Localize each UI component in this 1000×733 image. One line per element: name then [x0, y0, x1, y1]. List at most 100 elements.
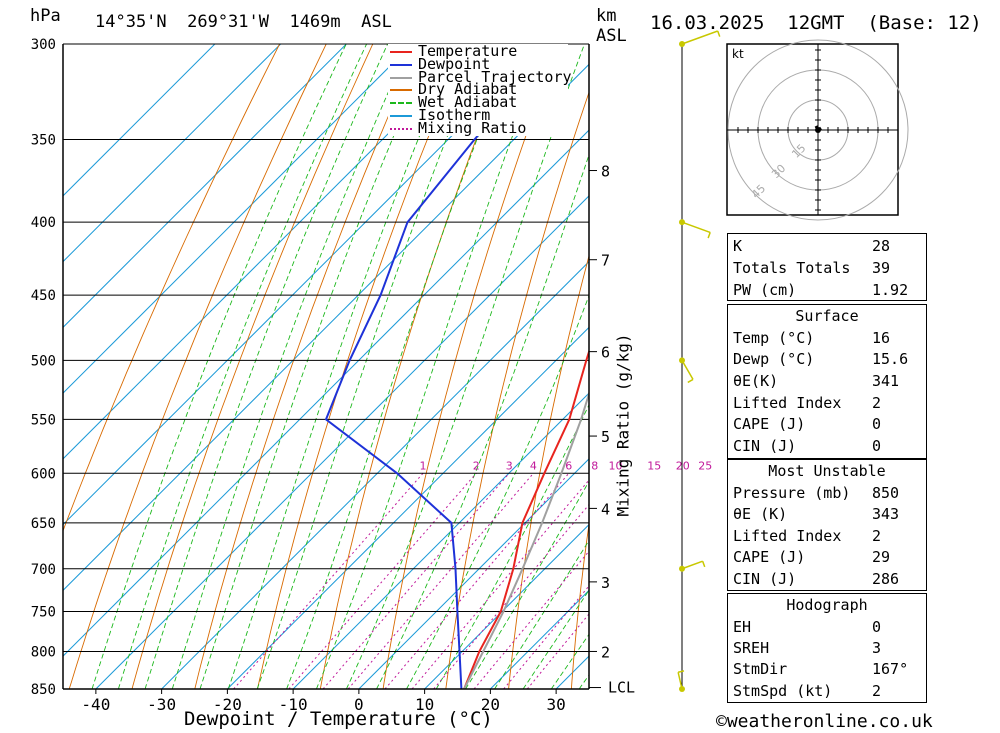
mixing-ratio-label: 1 [420, 459, 427, 472]
wind-barb [681, 221, 711, 234]
surface-temp-label: Temp (°C) [733, 329, 815, 347]
lcl-label: LCL [608, 679, 635, 697]
pressure-tick-label: 700 [31, 562, 56, 578]
sreh-label: SREH [733, 639, 770, 657]
wet-adiabat-line [199, 44, 434, 689]
wind-barb-flag [677, 670, 685, 673]
dry-adiabat-line [194, 44, 420, 689]
wind-barb-flag [687, 378, 694, 384]
mixing-ratio-label: 4 [530, 459, 537, 472]
most-unstable-box [727, 459, 927, 591]
x-tick-label: 30 [546, 695, 565, 714]
k-index-value: 28 [872, 237, 891, 255]
dry-adiabat-line [445, 91, 589, 689]
mixing-ratio-axis-label: Mixing Ratio (g/kg) [613, 333, 633, 517]
surface-cape-value: 0 [872, 415, 882, 433]
pressure-unit-label: hPa [30, 6, 61, 26]
wet-adiabat-line [256, 44, 485, 689]
pressure-tick-label: 400 [31, 215, 56, 231]
pw-value: 1.92 [872, 281, 909, 299]
surface-cape-label: CAPE (J) [733, 415, 806, 433]
legend-label: Isotherm [418, 106, 491, 124]
temperature-profile-line [463, 348, 589, 689]
mu-theta-e-value: 343 [872, 505, 900, 523]
legend-swatch [390, 127, 412, 130]
wind-barb [681, 30, 718, 45]
wet-adiabat-line [376, 153, 589, 689]
wet-adiabat-line [144, 44, 389, 689]
isotherm-line [63, 129, 589, 657]
legend-label: Dry Adiabat [418, 80, 518, 99]
mixing-ratio-line [384, 472, 570, 689]
km-tick-label: 2 [601, 643, 610, 661]
mixing-ratio-label: 20 [676, 459, 690, 472]
x-tick-label: -20 [213, 695, 242, 714]
totals-totals-value: 39 [872, 259, 891, 277]
wet-adiabat-line [345, 44, 585, 689]
wind-barb [681, 560, 703, 570]
wet-adiabat-line [522, 589, 589, 689]
mixing-ratio-line [411, 479, 589, 689]
isotherm-line [63, 44, 544, 526]
mu-cape-value: 29 [872, 548, 891, 566]
legend-swatch [390, 102, 412, 105]
hodograph-params-title: Hodograph [786, 596, 868, 614]
pressure-tick-label: 350 [31, 132, 56, 148]
dry-adiabat-line [508, 254, 589, 689]
dry-adiabat-line [994, 44, 1000, 689]
x-tick-label: -30 [147, 695, 176, 714]
datetime-title: 16.03.2025 12GMT (Base: 12) [650, 12, 982, 34]
legend-swatch [390, 115, 412, 117]
totals-totals-label: Totals Totals [733, 259, 851, 277]
wet-adiabat-line [171, 44, 411, 689]
mixing-ratio-line [473, 550, 589, 689]
dry-adiabat-line [63, 44, 281, 532]
dry-adiabat-line [131, 44, 374, 689]
parcel-trajectory-profile-line [463, 390, 589, 689]
mixing-ratio-label: 3 [506, 459, 513, 472]
pressure-tick-label: 300 [31, 37, 56, 53]
surface-li-value: 2 [872, 394, 882, 412]
mixing-ratio-label: 8 [591, 459, 598, 472]
copyright-footer: ©weatheronline.co.uk [716, 711, 933, 732]
surface-cin-label: CIN (J) [733, 437, 797, 455]
isotherm-line [63, 63, 589, 592]
eh-value: 0 [872, 618, 882, 636]
stmspd-value: 2 [872, 682, 882, 700]
km-tick-label: 7 [601, 252, 610, 270]
mixing-ratio-line [503, 585, 589, 689]
dry-adiabat-line [68, 44, 327, 689]
wet-adiabat-line [315, 44, 548, 689]
k-index-label: K [733, 237, 743, 255]
most-unstable-title: Most Unstable [768, 462, 886, 480]
pressure-tick-label: 550 [31, 412, 56, 428]
height-unit-km: km [596, 6, 617, 26]
mixing-ratio-label: 15 [647, 459, 661, 472]
mixing-ratio-label: 6 [565, 459, 572, 472]
wet-adiabat-line [117, 44, 368, 689]
legend-swatch [390, 51, 412, 53]
x-tick-label: -10 [279, 695, 308, 714]
mu-pressure-label: Pressure (mb) [733, 484, 851, 502]
mu-pressure-value: 850 [872, 484, 900, 502]
legend-label: Parcel Trajectory [418, 67, 572, 86]
mu-theta-e-label: θE (K) [733, 505, 788, 523]
isotherm-line [63, 44, 216, 197]
pressure-tick-label: 850 [31, 682, 56, 698]
mu-li-label: Lifted Index [733, 527, 842, 545]
wind-barb [681, 359, 694, 380]
isotherm-line [424, 523, 589, 689]
mixing-ratio-line [233, 472, 424, 689]
surface-dewp-label: Dewp (°C) [733, 350, 815, 368]
wet-adiabat-line [465, 480, 589, 689]
height-unit-asl: ASL [596, 26, 627, 46]
indices-box [727, 233, 927, 301]
surface-box [727, 304, 927, 459]
mixing-ratio-line [526, 613, 589, 689]
pressure-tick-label: 800 [31, 644, 56, 660]
dry-adiabat-line [382, 44, 560, 689]
legend-swatch [390, 63, 412, 66]
mu-li-value: 2 [872, 527, 882, 545]
wind-barb [677, 672, 683, 690]
km-tick-label: 3 [601, 574, 610, 592]
